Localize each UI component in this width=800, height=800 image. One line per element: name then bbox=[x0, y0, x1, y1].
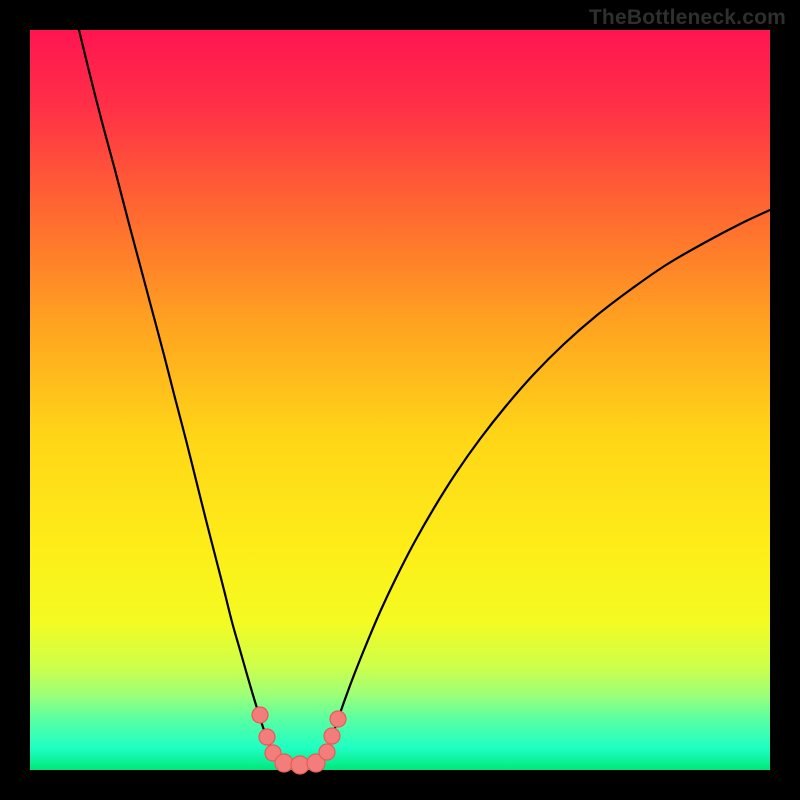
data-marker bbox=[324, 728, 340, 744]
data-marker bbox=[330, 711, 346, 727]
chart-canvas bbox=[0, 0, 800, 800]
watermark: TheBottleneck.com bbox=[589, 6, 786, 30]
data-marker bbox=[291, 756, 309, 774]
data-marker bbox=[259, 729, 275, 745]
gradient-fill bbox=[30, 30, 770, 770]
plot-area bbox=[30, 30, 770, 774]
data-marker bbox=[319, 744, 335, 760]
data-marker bbox=[275, 754, 293, 772]
data-marker bbox=[252, 707, 268, 723]
